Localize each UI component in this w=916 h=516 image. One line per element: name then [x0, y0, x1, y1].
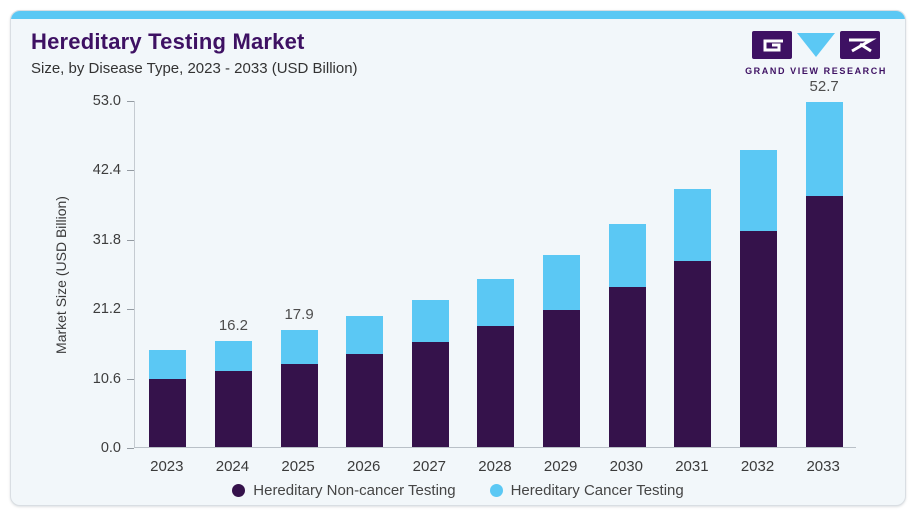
bar-group-2029	[529, 254, 595, 447]
y-tick-label: 31.8	[92, 231, 121, 248]
bar-group-2025: 17.9	[266, 306, 332, 447]
bar-segment-non-cancer-2031	[674, 261, 712, 447]
legend-item-cancer: Hereditary Cancer Testing	[489, 482, 684, 499]
page-title: Hereditary Testing Market	[31, 29, 305, 54]
bar-value-label-2024: 16.2	[218, 316, 249, 334]
bar-segment-non-cancer-2023	[149, 378, 187, 447]
legend-dot-cancer-icon	[489, 484, 503, 497]
x-tick-label-2028: 2028	[478, 458, 512, 475]
bar-segment-cancer-2024	[214, 340, 252, 372]
y-axis-title: Market Size (USD Billion)	[53, 195, 69, 354]
y-tick-mark	[127, 239, 134, 241]
bar-group-2024: 16.2	[201, 317, 267, 447]
brand-name: GRAND VIEW RESEARCH	[745, 66, 887, 76]
x-tick-label-2030: 2030	[609, 458, 643, 475]
bar-segment-non-cancer-2032	[740, 230, 778, 447]
y-tick-mark	[127, 170, 134, 172]
y-tick-label: 0.0	[100, 440, 121, 456]
bar-segment-cancer-2025	[280, 329, 318, 364]
bar-group-2027	[398, 299, 464, 447]
y-tick-label: 10.6	[92, 370, 121, 387]
accent-strip	[11, 11, 905, 19]
bar-stack-2029	[543, 254, 581, 447]
y-tick-label: 21.2	[92, 301, 121, 318]
bar-stack-2025: 17.9	[280, 306, 318, 447]
bar-group-2031	[660, 189, 726, 447]
bar-segment-non-cancer-2024	[214, 371, 252, 447]
bar-segment-cancer-2028	[477, 278, 515, 326]
bar-segment-cancer-2033	[805, 101, 843, 197]
bar-group-2030	[594, 224, 660, 447]
bar-segment-non-cancer-2025	[280, 363, 318, 447]
header: Hereditary Testing Market Size, by Disea…	[31, 29, 887, 77]
y-tick-label: 53.0	[92, 93, 121, 109]
legend-label-non-cancer: Hereditary Non-cancer Testing	[253, 482, 456, 499]
bar-segment-non-cancer-2029	[543, 309, 581, 447]
x-tick-label-2031: 2031	[675, 458, 709, 475]
bar-stack-2026	[346, 316, 384, 447]
chart-card: Hereditary Testing Market Size, by Disea…	[10, 10, 906, 506]
x-tick-label-2029: 2029	[543, 458, 578, 475]
bar-stack-2023	[149, 350, 187, 447]
bar-segment-cancer-2031	[674, 189, 712, 262]
x-tick-label-2026: 2026	[347, 458, 381, 475]
bar-segment-cancer-2029	[543, 254, 581, 310]
bar-segment-cancer-2032	[740, 149, 778, 231]
bar-segment-cancer-2027	[411, 299, 449, 342]
x-tick-label-2023: 2023	[150, 458, 184, 475]
bar-value-label-2025: 17.9	[284, 305, 314, 323]
bar-segment-non-cancer-2027	[411, 341, 449, 447]
bar-value-label-2033: 52.7	[809, 77, 839, 95]
y-tick-mark	[127, 309, 134, 311]
x-tick-label-2032: 2032	[740, 458, 775, 475]
bar-group-2028	[463, 278, 529, 447]
x-tick-label-2024: 2024	[215, 458, 250, 475]
gvr-logo-icon	[752, 31, 881, 59]
x-tick-label-2027: 2027	[412, 458, 447, 475]
bar-stack-2028	[477, 278, 515, 447]
bar-segment-cancer-2030	[608, 224, 646, 288]
bar-stack-2027	[411, 299, 449, 447]
legend-label-cancer: Hereditary Cancer Testing	[510, 482, 684, 499]
legend: Hereditary Non-cancer Testing Hereditary…	[11, 482, 905, 499]
bar-segment-cancer-2023	[149, 350, 187, 379]
bar-stack-2024: 16.2	[214, 317, 252, 447]
bar-group-2033: 52.7	[791, 78, 857, 447]
legend-item-non-cancer: Hereditary Non-cancer Testing	[232, 482, 456, 499]
bar-group-2026	[332, 316, 398, 447]
y-tick-label: 42.4	[92, 162, 121, 179]
bar-segment-non-cancer-2028	[477, 325, 515, 447]
y-tick-mark	[127, 101, 134, 102]
x-tick-label-2033: 2033	[806, 458, 840, 475]
bar-segment-non-cancer-2026	[346, 354, 384, 447]
bar-segment-cancer-2026	[346, 316, 384, 355]
page-subtitle: Size, by Disease Type, 2023 - 2033 (USD …	[31, 60, 358, 77]
bar-segment-non-cancer-2033	[805, 196, 843, 447]
title-block: Hereditary Testing Market Size, by Disea…	[31, 29, 358, 77]
bar-group-2023	[135, 350, 201, 447]
x-tick-label-2025: 2025	[281, 458, 315, 475]
bar-stack-2032	[740, 149, 778, 447]
legend-dot-non-cancer-icon	[232, 484, 246, 497]
plot-area: 16.2 17.9 52.7	[134, 78, 857, 448]
bar-stack-2033: 52.7	[805, 78, 843, 447]
brand-logo: GRAND VIEW RESEARCH	[745, 31, 887, 76]
y-tick-mark	[127, 448, 134, 449]
bar-stack-2030	[608, 224, 646, 447]
y-tick-mark	[127, 378, 134, 380]
bar-stack-2031	[674, 189, 712, 447]
bar-segment-non-cancer-2030	[608, 287, 646, 447]
bar-group-2032	[726, 149, 792, 447]
